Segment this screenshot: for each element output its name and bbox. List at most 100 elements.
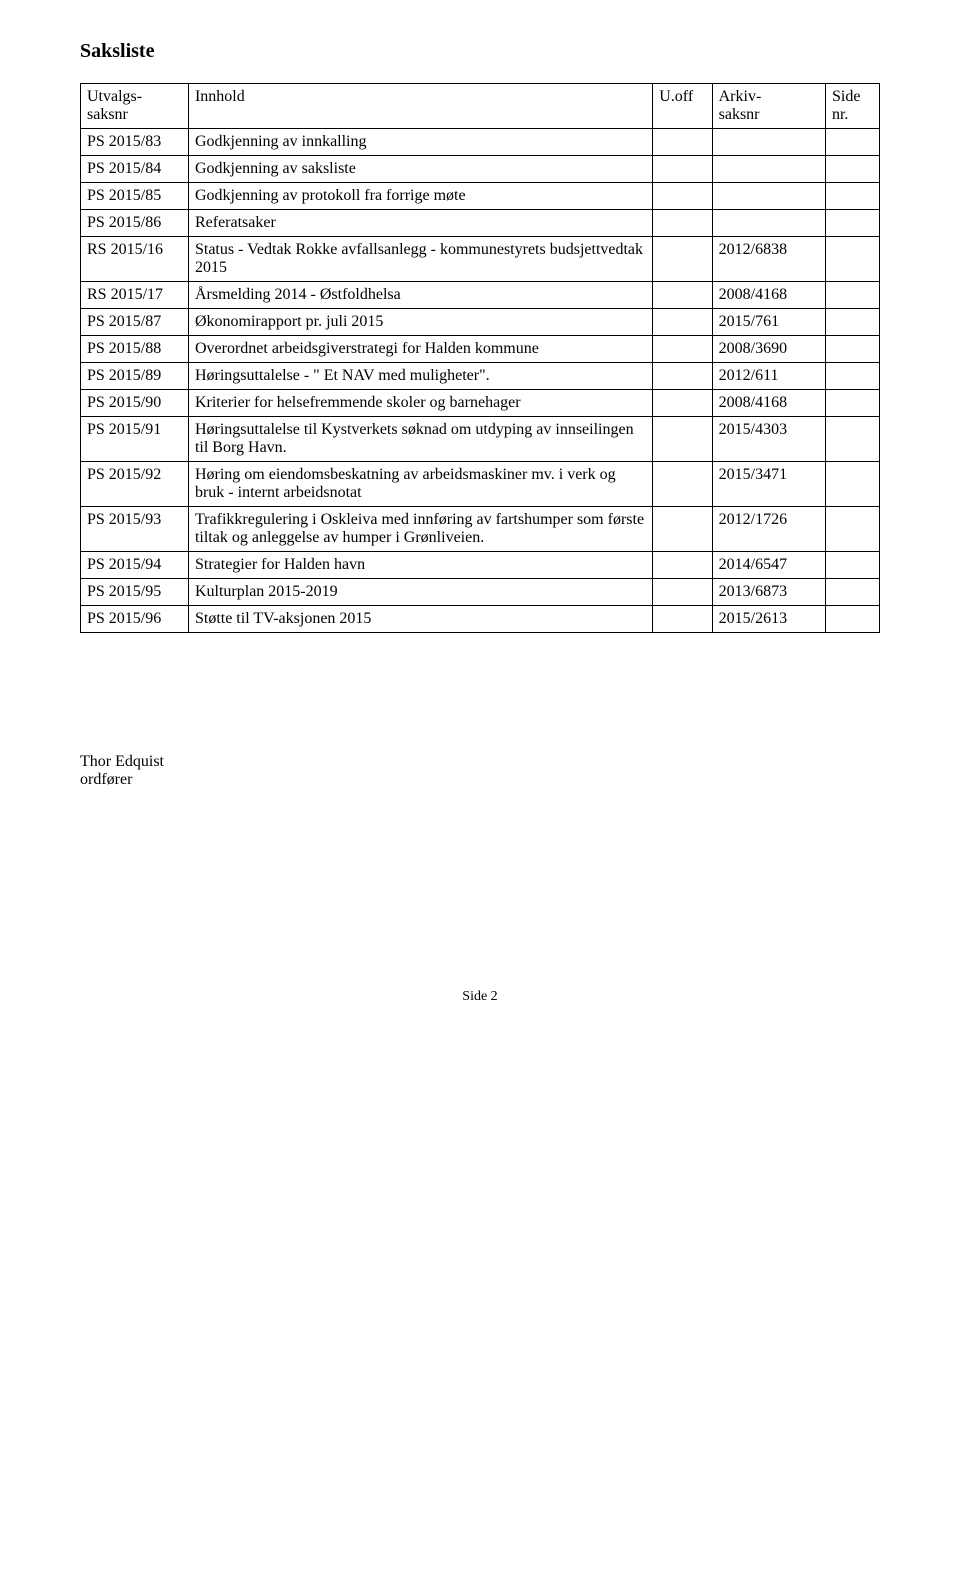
cell-uoff (653, 156, 712, 183)
cell-uoff (653, 363, 712, 390)
cell-side (825, 183, 879, 210)
header-text: Side (832, 88, 860, 105)
cell-side (825, 417, 879, 462)
cell-side (825, 282, 879, 309)
cell-side (825, 390, 879, 417)
table-row: PS 2015/91Høringsuttalelse til Kystverke… (81, 417, 880, 462)
header-text: saksnr (719, 106, 760, 123)
table-row: PS 2015/88Overordnet arbeidsgiverstrateg… (81, 336, 880, 363)
cell-content: Godkjenning av innkalling (188, 129, 652, 156)
cell-id: PS 2015/92 (81, 462, 189, 507)
cell-id: PS 2015/83 (81, 129, 189, 156)
cell-uoff (653, 507, 712, 552)
cell-id: PS 2015/84 (81, 156, 189, 183)
cell-side (825, 363, 879, 390)
table-header-row: Utvalgs- saksnr Innhold U.off Arkiv- sak… (81, 84, 880, 129)
cell-side (825, 129, 879, 156)
cell-id: PS 2015/90 (81, 390, 189, 417)
header-uoff: U.off (653, 84, 712, 129)
cell-arkiv: 2008/4168 (712, 282, 825, 309)
cell-id: PS 2015/93 (81, 507, 189, 552)
cell-side (825, 309, 879, 336)
cell-side (825, 507, 879, 552)
cell-content: Høring om eiendomsbeskatning av arbeidsm… (188, 462, 652, 507)
cell-arkiv: 2013/6873 (712, 579, 825, 606)
footer-signature: Thor Edquist ordfører (80, 753, 880, 789)
cell-arkiv (712, 129, 825, 156)
header-sidenr: Side nr. (825, 84, 879, 129)
cell-content: Referatsaker (188, 210, 652, 237)
table-row: PS 2015/92Høring om eiendomsbeskatning a… (81, 462, 880, 507)
cell-content: Trafikkregulering i Oskleiva med innføri… (188, 507, 652, 552)
table-row: PS 2015/89Høringsuttalelse - " Et NAV me… (81, 363, 880, 390)
cell-id: PS 2015/96 (81, 606, 189, 633)
cell-content: Årsmelding 2014 - Østfoldhelsa (188, 282, 652, 309)
cell-content: Status - Vedtak Rokke avfallsanlegg - ko… (188, 237, 652, 282)
cell-side (825, 606, 879, 633)
table-row: PS 2015/86Referatsaker (81, 210, 880, 237)
cell-uoff (653, 336, 712, 363)
table-row: PS 2015/94Strategier for Halden havn2014… (81, 552, 880, 579)
page-number: Side 2 (80, 989, 880, 1005)
cell-arkiv (712, 156, 825, 183)
cell-content: Godkjenning av protokoll fra forrige møt… (188, 183, 652, 210)
footer-title: ordfører (80, 771, 880, 789)
cell-arkiv: 2008/3690 (712, 336, 825, 363)
cell-id: PS 2015/89 (81, 363, 189, 390)
header-innhold: Innhold (188, 84, 652, 129)
cell-uoff (653, 129, 712, 156)
cell-content: Strategier for Halden havn (188, 552, 652, 579)
cell-side (825, 237, 879, 282)
header-text: saksnr (87, 106, 128, 123)
cell-uoff (653, 606, 712, 633)
cell-content: Godkjenning av saksliste (188, 156, 652, 183)
cell-uoff (653, 282, 712, 309)
cell-id: PS 2015/88 (81, 336, 189, 363)
table-row: RS 2015/16Status - Vedtak Rokke avfallsa… (81, 237, 880, 282)
cell-uoff (653, 462, 712, 507)
cell-id: PS 2015/95 (81, 579, 189, 606)
cell-arkiv: 2012/611 (712, 363, 825, 390)
header-arkivsaksnr: Arkiv- saksnr (712, 84, 825, 129)
cell-uoff (653, 309, 712, 336)
cell-id: RS 2015/17 (81, 282, 189, 309)
cell-arkiv: 2015/2613 (712, 606, 825, 633)
table-row: PS 2015/90Kriterier for helsefremmende s… (81, 390, 880, 417)
cell-arkiv (712, 210, 825, 237)
footer-name: Thor Edquist (80, 753, 880, 771)
cell-side (825, 579, 879, 606)
cell-uoff (653, 183, 712, 210)
cell-content: Høringsuttalelse til Kystverkets søknad … (188, 417, 652, 462)
header-text: Utvalgs- (87, 88, 142, 105)
cell-id: PS 2015/87 (81, 309, 189, 336)
header-text: Arkiv- (719, 88, 762, 105)
cell-side (825, 336, 879, 363)
cell-content: Kulturplan 2015-2019 (188, 579, 652, 606)
cell-id: RS 2015/16 (81, 237, 189, 282)
saksliste-table: Utvalgs- saksnr Innhold U.off Arkiv- sak… (80, 83, 880, 633)
cell-id: PS 2015/85 (81, 183, 189, 210)
table-row: PS 2015/83Godkjenning av innkalling (81, 129, 880, 156)
cell-side (825, 462, 879, 507)
cell-side (825, 552, 879, 579)
cell-uoff (653, 210, 712, 237)
cell-id: PS 2015/94 (81, 552, 189, 579)
cell-arkiv (712, 183, 825, 210)
cell-arkiv: 2015/761 (712, 309, 825, 336)
cell-content: Kriterier for helsefremmende skoler og b… (188, 390, 652, 417)
cell-uoff (653, 390, 712, 417)
cell-id: PS 2015/91 (81, 417, 189, 462)
table-row: RS 2015/17Årsmelding 2014 - Østfoldhelsa… (81, 282, 880, 309)
cell-uoff (653, 237, 712, 282)
table-row: PS 2015/87Økonomirapport pr. juli 201520… (81, 309, 880, 336)
cell-uoff (653, 417, 712, 462)
cell-arkiv: 2015/4303 (712, 417, 825, 462)
cell-id: PS 2015/86 (81, 210, 189, 237)
cell-arkiv: 2012/6838 (712, 237, 825, 282)
table-row: PS 2015/84Godkjenning av saksliste (81, 156, 880, 183)
table-row: PS 2015/96Støtte til TV-aksjonen 2015201… (81, 606, 880, 633)
cell-uoff (653, 552, 712, 579)
cell-arkiv: 2012/1726 (712, 507, 825, 552)
cell-uoff (653, 579, 712, 606)
page-title: Saksliste (80, 40, 880, 63)
